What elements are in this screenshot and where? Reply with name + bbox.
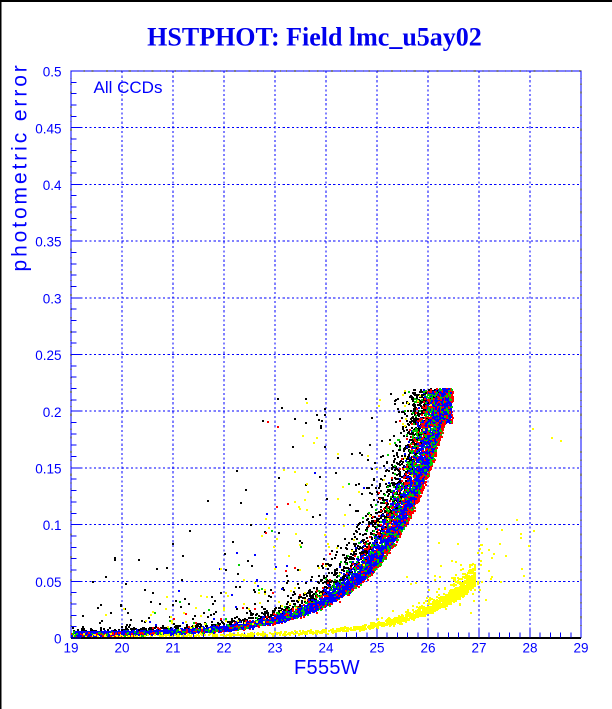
svg-text:28: 28: [522, 641, 537, 656]
svg-text:0.5: 0.5: [43, 65, 62, 80]
svg-text:0.45: 0.45: [35, 121, 61, 136]
svg-text:0.2: 0.2: [43, 405, 62, 420]
svg-text:0.1: 0.1: [43, 518, 62, 533]
svg-text:24: 24: [318, 641, 334, 656]
svg-text:0.4: 0.4: [43, 178, 62, 193]
svg-text:25: 25: [369, 641, 384, 656]
svg-text:0.15: 0.15: [35, 462, 61, 477]
svg-text:HSTPHOT: Field lmc_u5ay02: HSTPHOT: Field lmc_u5ay02: [147, 23, 482, 52]
svg-text:0: 0: [54, 632, 62, 647]
svg-text:21: 21: [165, 641, 180, 656]
svg-text:22: 22: [216, 641, 231, 656]
svg-text:0.25: 0.25: [35, 348, 61, 363]
svg-text:19: 19: [63, 641, 78, 656]
svg-text:0.3: 0.3: [43, 291, 62, 306]
svg-text:27: 27: [471, 641, 486, 656]
svg-text:F555W: F555W: [294, 657, 360, 679]
svg-text:20: 20: [114, 641, 129, 656]
svg-text:0.05: 0.05: [35, 575, 61, 590]
svg-text:photometric error: photometric error: [9, 62, 32, 271]
svg-text:0.35: 0.35: [35, 235, 61, 250]
svg-text:All CCDs: All CCDs: [94, 78, 163, 97]
svg-text:23: 23: [267, 641, 282, 656]
svg-text:26: 26: [420, 641, 435, 656]
svg-text:29: 29: [573, 641, 588, 656]
